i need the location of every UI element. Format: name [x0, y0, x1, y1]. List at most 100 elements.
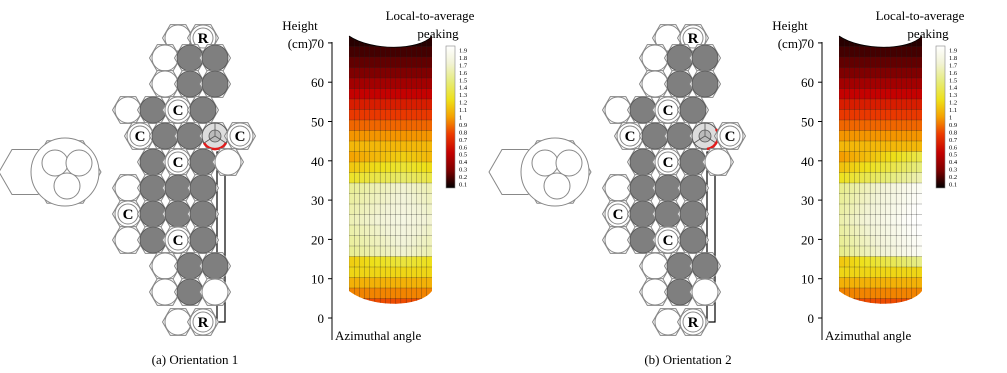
surface-cell: [426, 277, 432, 289]
surface-cell: [411, 224, 418, 237]
surface-cell: [859, 172, 866, 184]
surface-cell: [916, 256, 922, 268]
surface-cell: [875, 98, 882, 111]
colorbar-tick-label: 1.7: [949, 62, 958, 69]
surface-cell: [426, 298, 432, 304]
panel-orientation-1: R C C C C C C R Height (cm) Local-to-average peaki…: [0, 8, 475, 367]
surface-cell: [390, 235, 397, 247]
surface-cell: [374, 77, 381, 90]
surface-cell: [864, 119, 871, 132]
surface-cell: [890, 298, 897, 304]
surface-cell: [839, 130, 845, 142]
colorbar-tick-label: 1: [949, 115, 952, 122]
surface-cell: [385, 161, 392, 174]
surface-cell: [390, 109, 397, 121]
surface-cell: [390, 193, 397, 205]
surface-cell: [880, 182, 887, 195]
y-tick-label: 50: [801, 115, 814, 130]
surface-cell: [901, 287, 908, 300]
panel-caption: (b) Orientation 2: [644, 352, 731, 367]
surface-cell: [885, 36, 892, 48]
surface-cell: [885, 193, 892, 205]
surface-cell: [354, 98, 360, 111]
colorbar-tick-label: 1.1: [949, 107, 957, 114]
control-label: C: [663, 103, 674, 119]
surface-cell: [885, 109, 892, 121]
surface-cell: [421, 67, 428, 79]
surface-cell: [911, 203, 918, 216]
surface-cell: [369, 151, 376, 163]
y-tick-label: 0: [318, 311, 325, 326]
peaking-plot: Height (cm) Local-to-average peaking 0 10 20 30…: [282, 8, 474, 343]
surface-cell: [916, 161, 922, 174]
surface-cell: [411, 109, 418, 121]
surface-cell: [839, 56, 845, 69]
core-map: R C C C C C C R: [488, 24, 747, 336]
surface-cell: [844, 161, 850, 174]
surface-cell: [405, 182, 412, 195]
control-label: C: [663, 233, 674, 249]
surface-cell: [895, 214, 902, 226]
surface-cell: [354, 266, 360, 279]
surface-cell: [390, 277, 397, 289]
surface-cell: [895, 109, 902, 121]
surface-cell: [385, 172, 392, 184]
surface-cell: [421, 287, 428, 300]
surface-cell: [880, 235, 887, 247]
surface-cell: [390, 172, 397, 184]
colorbar-tick-label: 1.9: [459, 48, 467, 55]
surface-cell: [849, 193, 856, 205]
surface-cell: [890, 56, 897, 69]
surface-cell: [916, 88, 922, 100]
surface-cell: [869, 235, 876, 247]
surface-cell: [839, 266, 845, 279]
surface-cell: [880, 36, 887, 48]
surface-cell: [354, 256, 360, 268]
surface-cell: [906, 287, 913, 300]
surface-cell: [869, 119, 876, 132]
surface-cell: [916, 245, 922, 258]
surface-cell: [359, 77, 366, 90]
surface-cell: [374, 67, 381, 79]
surface-cell: [880, 277, 887, 289]
surface-cell: [421, 235, 428, 247]
surface-cell: [839, 203, 845, 216]
surface-cell: [385, 77, 392, 90]
colorbar-tick-label: 1.5: [949, 77, 957, 84]
surface-cell: [849, 161, 856, 174]
surface-cell: [864, 77, 871, 90]
surface-cell: [364, 277, 371, 289]
y-axis-title: (cm): [778, 36, 803, 51]
surface-cell: [839, 46, 845, 58]
y-tick-label: 60: [801, 75, 814, 90]
surface-cell: [395, 140, 402, 153]
surface-cell: [400, 77, 407, 90]
surface-cell: [839, 298, 845, 304]
surface-cell: [875, 140, 882, 153]
surface-cell: [880, 109, 887, 121]
target-divider: [203, 135, 216, 144]
surface-cell: [875, 46, 882, 58]
surface-cell: [390, 214, 397, 226]
surface-cell: [875, 56, 882, 69]
surface-cell: [411, 245, 418, 258]
surface-cell: [880, 193, 887, 205]
surface-cell: [400, 266, 407, 279]
surface-cell: [844, 77, 850, 90]
surface-cell: [854, 214, 861, 226]
surface-cell: [864, 161, 871, 174]
surface-cell: [349, 77, 355, 90]
surface-cell: [416, 235, 423, 247]
surface-cell: [854, 266, 861, 279]
surface-cell: [890, 193, 897, 205]
surface-cell: [895, 224, 902, 237]
surface-cell: [869, 224, 876, 237]
colorbar-tick-label: 0.7: [949, 137, 958, 144]
surface-cell: [416, 172, 423, 184]
surface-cell: [421, 224, 428, 237]
surface-cell: [421, 119, 428, 132]
surface-cell: [349, 161, 355, 174]
surface-cell: [901, 245, 908, 258]
colorbar-tick-label: 1.6: [949, 70, 958, 77]
surface-cell: [369, 67, 376, 79]
